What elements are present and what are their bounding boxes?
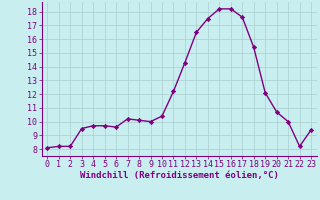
X-axis label: Windchill (Refroidissement éolien,°C): Windchill (Refroidissement éolien,°C) <box>80 171 279 180</box>
